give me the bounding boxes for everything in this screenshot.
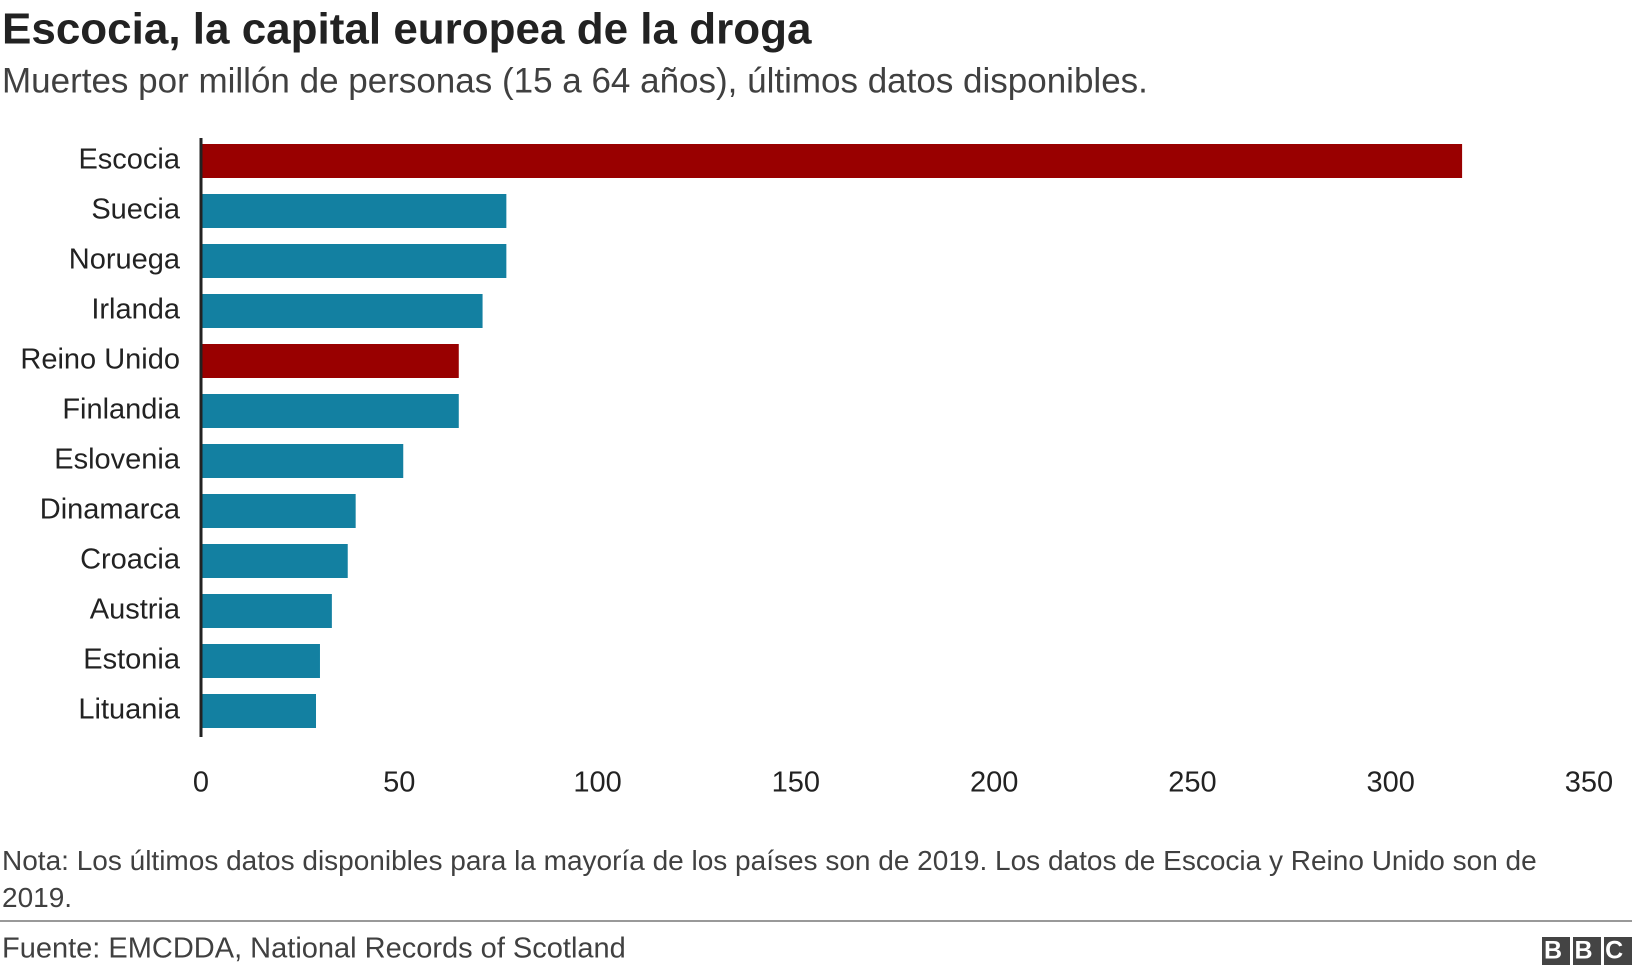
y-tick-label: Estonia — [83, 644, 181, 676]
bar — [201, 694, 317, 728]
bar — [201, 144, 1463, 178]
y-tick-label: Suecia — [91, 194, 181, 226]
x-tick-label: 150 — [772, 767, 820, 799]
x-tick-label: 200 — [970, 767, 1018, 799]
x-tick-label: 250 — [1168, 767, 1216, 799]
x-tick-label: 50 — [383, 767, 415, 799]
y-tick-label: Irlanda — [91, 294, 181, 326]
chart-title: Escocia, la capital europea de la droga — [2, 5, 812, 54]
y-tick-label: Croacia — [80, 544, 181, 576]
bar — [201, 494, 356, 528]
x-tick-label: 350 — [1565, 767, 1613, 799]
bar — [201, 344, 459, 378]
bar — [201, 394, 459, 428]
logo-text: BBC — [1544, 937, 1632, 965]
y-tick-label: Escocia — [78, 144, 180, 176]
y-tick-label: Dinamarca — [40, 494, 181, 526]
bar — [201, 594, 332, 628]
bar — [201, 444, 404, 478]
y-tick-label: Austria — [90, 594, 181, 626]
bar — [201, 244, 507, 278]
y-tick-label: Reino Unido — [20, 344, 180, 376]
bar — [201, 294, 483, 328]
y-tick-label: Lituania — [78, 694, 180, 726]
bar — [201, 644, 320, 678]
y-tick-label: Eslovenia — [54, 444, 181, 476]
x-tick-label: 300 — [1367, 767, 1415, 799]
x-tick-label: 100 — [573, 767, 621, 799]
logo: BBC — [1542, 937, 1632, 965]
note: Nota: Los últimos datos disponibles para… — [2, 845, 1537, 913]
y-tick-label: Finlandia — [62, 394, 181, 426]
source: Fuente: EMCDDA, National Records of Scot… — [2, 933, 626, 965]
y-tick-label: Noruega — [69, 244, 181, 276]
chart-subtitle: Muertes por millón de personas (15 a 64 … — [2, 61, 1148, 100]
bar — [201, 194, 507, 228]
bar — [201, 544, 348, 578]
x-tick-label: 0 — [193, 767, 209, 799]
